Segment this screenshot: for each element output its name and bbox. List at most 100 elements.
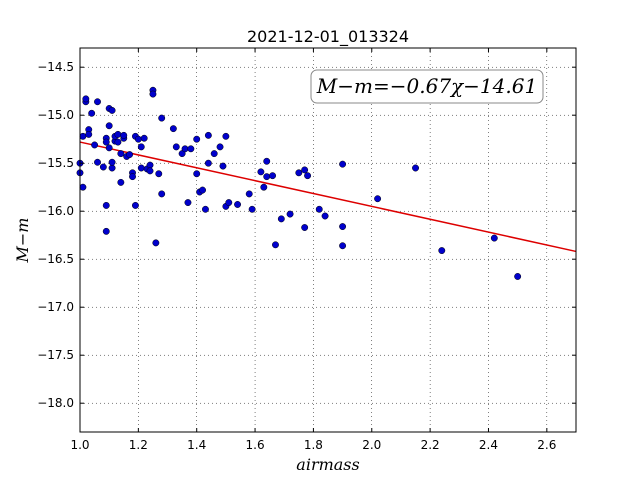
fit-equation-box: M−m=−0.67χ−14.61 [310,69,544,104]
x-tick-label: 2.6 [537,438,556,452]
data-point [102,227,110,235]
data-point [158,190,166,198]
plot-frame [79,47,577,433]
data-point [199,186,206,194]
data-point [339,160,347,168]
y-tick-label: −15.5 [37,156,74,170]
data-point [140,134,148,142]
data-point [114,130,122,138]
x-axis-ticks: 1.0 1.2 1.4 1.6 1.8 2.0 2.2 2.4 2.6 [70,48,556,452]
data-point [105,122,113,130]
data-point [82,95,90,103]
data-point [169,125,177,133]
x-tick-label: 2.4 [479,438,498,452]
data-point [85,130,93,138]
fit-equation-text: M−m=−0.67χ−14.61 [316,74,537,98]
data-point [374,195,382,203]
data-point [102,201,110,209]
data-point [129,173,136,181]
data-point [120,131,128,139]
data-point [301,166,309,174]
data-point [99,163,107,171]
x-tick-label: 1.6 [246,438,265,452]
data-point [181,145,189,153]
data-point [219,162,227,170]
grid-lines [79,48,576,432]
data-point [304,172,312,180]
x-tick-label: 1.4 [187,438,206,452]
data-point [263,173,271,181]
y-tick-label: −18.0 [37,396,74,410]
data-point [248,205,256,213]
data-point [79,183,87,191]
data-point [146,161,154,169]
data-point [149,90,157,98]
y-tick-label: −16.5 [37,252,74,266]
data-point [94,98,101,106]
data-point [234,201,242,208]
data-point [108,106,116,114]
data-point [222,132,230,140]
data-point [108,158,116,166]
data-point [438,247,446,255]
data-point [321,212,329,220]
data-point [155,170,163,178]
data-point [263,157,271,165]
data-point [295,169,303,177]
data-point [225,199,233,207]
data-point [245,190,253,198]
data-point [114,138,122,146]
data-point [152,239,160,247]
data-point [172,143,180,151]
data-point [315,205,323,213]
x-tick-label: 1.2 [129,438,148,452]
data-point [105,144,113,152]
data-point [490,234,498,242]
y-axis-ticks: −14.5 −15.0 −15.5 −16.0 −16.5 −17.0 −17.5 −18.0 [37,60,576,410]
data-point [94,158,101,166]
data-point [117,178,125,186]
data-point [277,215,285,223]
data-point [260,183,268,191]
data-point [126,151,134,159]
x-tick-label: 1.0 [70,438,89,452]
data-point [412,164,419,172]
fit-line-group [79,141,577,253]
data-point [91,141,99,149]
data-point [134,135,142,143]
data-point [187,145,195,153]
x-tick-label: 1.8 [304,438,323,452]
data-points [76,86,522,280]
x-tick-label: 2.2 [421,438,440,452]
fit-equation-frame [310,69,544,104]
data-point [272,241,279,249]
y-axis-label: M−m [13,218,32,264]
data-point [216,143,224,151]
data-point [88,109,96,117]
x-tick-label: 2.0 [362,438,381,452]
data-point [117,150,125,158]
data-point [131,201,139,209]
data-point [79,132,87,140]
data-point [184,199,192,207]
data-point [257,168,265,176]
data-point [286,210,294,218]
data-point [269,172,277,180]
y-tick-label: −17.0 [37,300,74,314]
y-tick-label: −14.5 [37,60,74,74]
y-tick-label: −17.5 [37,348,74,362]
data-point [204,159,212,167]
fit-line [79,141,577,253]
chart-title: 2021-12-01_013324 [247,27,409,47]
data-point [339,242,347,250]
data-point [514,273,522,280]
data-point [146,167,154,175]
data-point [301,224,309,231]
data-point [202,205,209,213]
data-point [108,164,116,172]
data-point [204,131,212,139]
data-point [137,143,145,151]
data-point [193,135,201,143]
x-axis-label: airmass [296,455,359,474]
